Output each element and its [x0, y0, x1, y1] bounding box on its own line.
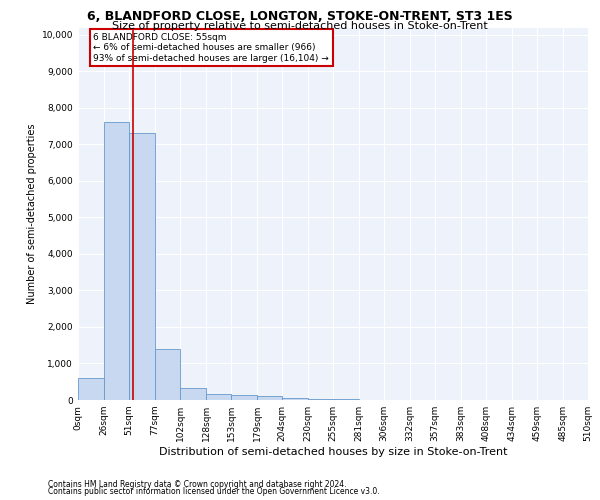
Bar	[282, 398, 308, 400]
Bar	[104, 122, 129, 400]
Bar	[78, 378, 104, 400]
Bar	[155, 349, 180, 400]
Text: Contains public sector information licensed under the Open Government Licence v3: Contains public sector information licen…	[48, 487, 380, 496]
Y-axis label: Number of semi-detached properties: Number of semi-detached properties	[28, 124, 37, 304]
Text: 6 BLANDFORD CLOSE: 55sqm
← 6% of semi-detached houses are smaller (966)
93% of s: 6 BLANDFORD CLOSE: 55sqm ← 6% of semi-de…	[94, 33, 329, 63]
Text: Size of property relative to semi-detached houses in Stoke-on-Trent: Size of property relative to semi-detach…	[112, 21, 488, 31]
Bar	[257, 396, 282, 400]
Bar	[308, 399, 333, 400]
Bar	[129, 134, 155, 400]
Bar	[231, 396, 257, 400]
X-axis label: Distribution of semi-detached houses by size in Stoke-on-Trent: Distribution of semi-detached houses by …	[159, 447, 507, 457]
Text: Contains HM Land Registry data © Crown copyright and database right 2024.: Contains HM Land Registry data © Crown c…	[48, 480, 347, 489]
Text: 6, BLANDFORD CLOSE, LONGTON, STOKE-ON-TRENT, ST3 1ES: 6, BLANDFORD CLOSE, LONGTON, STOKE-ON-TR…	[87, 10, 513, 23]
Bar	[180, 388, 206, 400]
Bar	[206, 394, 231, 400]
